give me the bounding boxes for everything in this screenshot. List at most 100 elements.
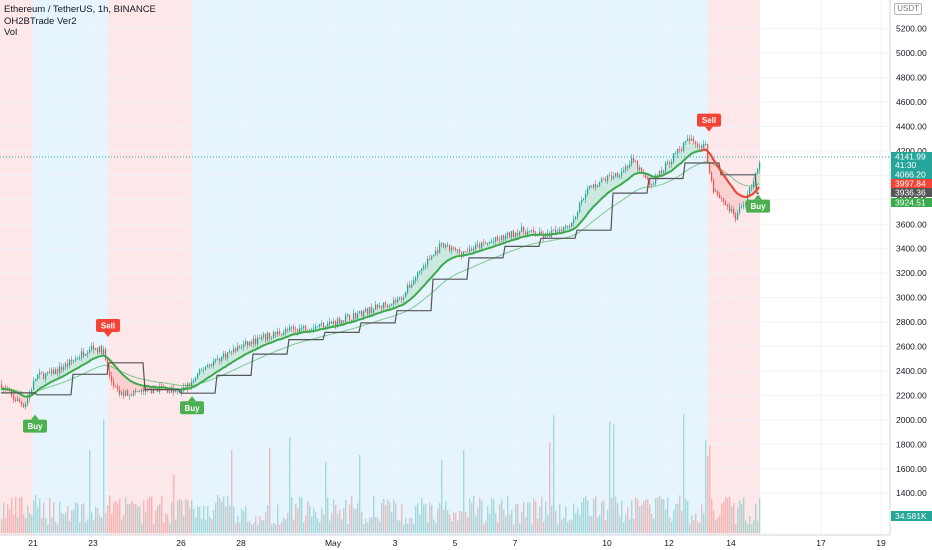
candle-body: [557, 231, 559, 234]
candle-body: [461, 252, 463, 256]
candle-body: [61, 366, 63, 370]
volume-indicator-name[interactable]: Vol: [4, 27, 18, 38]
candle-body: [627, 166, 629, 168]
volume-bar: [491, 497, 493, 533]
price-axis[interactable]: 5200.00 5000.00 4800.00 4600.00 4400.00 4200.…: [889, 0, 932, 550]
volume-bar: [29, 513, 31, 533]
candle-body: [703, 144, 705, 148]
volume-bar: [643, 501, 645, 533]
candle-body: [53, 369, 55, 375]
candle-body: [437, 250, 439, 253]
volume-bar: [313, 508, 315, 533]
volume-bar: [371, 517, 373, 533]
candle-body: [201, 369, 203, 371]
volume-bar: [191, 500, 193, 533]
indicator-name[interactable]: OH2BTrade Ver2: [4, 15, 77, 27]
volume-bar: [113, 502, 115, 533]
candle-body: [191, 381, 193, 387]
volume-bar: [539, 506, 541, 533]
volume-bar: [441, 459, 443, 533]
candle-body: [263, 334, 265, 337]
volume-bar: [659, 495, 661, 533]
volume-bar: [97, 508, 99, 533]
volume-bar: [585, 496, 587, 533]
volume-bar: [737, 507, 739, 533]
price-label-bg: [891, 170, 932, 179]
candle-body: [569, 226, 571, 228]
candle-body: [391, 303, 393, 306]
volume-bar: [137, 506, 139, 533]
volume-bar: [445, 500, 447, 533]
volume-bar: [129, 504, 131, 533]
candle-body: [207, 365, 209, 368]
volume-bar: [165, 513, 167, 533]
volume-bar: [311, 516, 313, 533]
candle-body: [33, 381, 35, 390]
volume-bar: [223, 496, 225, 533]
volume-bar: [227, 495, 229, 533]
candle-body: [567, 226, 569, 228]
candle-body: [529, 230, 531, 232]
symbol-title[interactable]: Ethereum / TetherUS, 1h, BINANCE: [4, 4, 156, 15]
price-axis-bg: [890, 0, 932, 550]
volume-bar: [33, 500, 35, 533]
zone-sell: [0, 0, 33, 535]
volume-bar: [701, 504, 703, 533]
volume-bar: [657, 497, 659, 533]
volume-bar: [197, 506, 199, 533]
price-label-countdown: 41:30: [895, 160, 917, 170]
volume-bar: [265, 512, 267, 533]
volume-bar: [145, 512, 147, 533]
time-tick-label: 26: [176, 538, 186, 548]
candle-body: [687, 138, 689, 141]
candle-body: [383, 302, 385, 308]
candle-body: [75, 358, 77, 361]
volume-bar: [95, 506, 97, 533]
volume-bar: [241, 508, 243, 533]
price-label-value: 4141.99: [895, 152, 926, 162]
candle-body: [269, 333, 271, 339]
candle-body: [321, 323, 323, 325]
volume-bar: [381, 503, 383, 533]
volume-bar: [369, 517, 371, 533]
candle-body: [475, 244, 477, 249]
volume-bar: [403, 524, 405, 533]
candle-body: [631, 158, 633, 165]
candle-body: [699, 145, 701, 147]
candle-body: [395, 300, 397, 302]
candle-body: [563, 227, 565, 232]
volume-bar: [415, 506, 417, 533]
volume-bar: [219, 498, 221, 533]
volume-bar: [411, 518, 413, 533]
candle-body: [219, 358, 221, 362]
volume-bar: [107, 505, 109, 533]
price-tick-label: 3000.00: [896, 293, 927, 303]
price-labels: 4141.9941:304066.203997.843936.363924.51…: [891, 152, 932, 521]
volume-bar: [719, 515, 721, 533]
candle-body: [353, 313, 355, 320]
volume-bar: [423, 504, 425, 533]
candle-body: [669, 162, 671, 165]
candle-body: [531, 230, 533, 231]
candle-body: [233, 348, 235, 352]
candle-body: [81, 351, 83, 358]
candle-body: [223, 353, 225, 357]
candle-body: [369, 307, 371, 314]
volume-bar: [9, 509, 11, 533]
currency-badge[interactable]: USDT: [894, 3, 922, 15]
candle-body: [173, 388, 175, 393]
volume-bar: [707, 456, 709, 533]
time-axis[interactable]: 21 23 26 28 May 3 5 7 10 12 14 17 19: [0, 534, 890, 548]
candle-body: [303, 326, 305, 328]
candle-body: [599, 182, 601, 186]
volume-bar: [237, 515, 239, 533]
volume-bar: [295, 504, 297, 533]
candle-body: [375, 304, 377, 310]
volume-bar: [83, 503, 85, 533]
volume-bar: [109, 495, 111, 533]
candle-body: [267, 333, 269, 340]
volume-bar: [425, 503, 427, 533]
candle-body: [255, 338, 257, 345]
volume-bar: [447, 510, 449, 533]
